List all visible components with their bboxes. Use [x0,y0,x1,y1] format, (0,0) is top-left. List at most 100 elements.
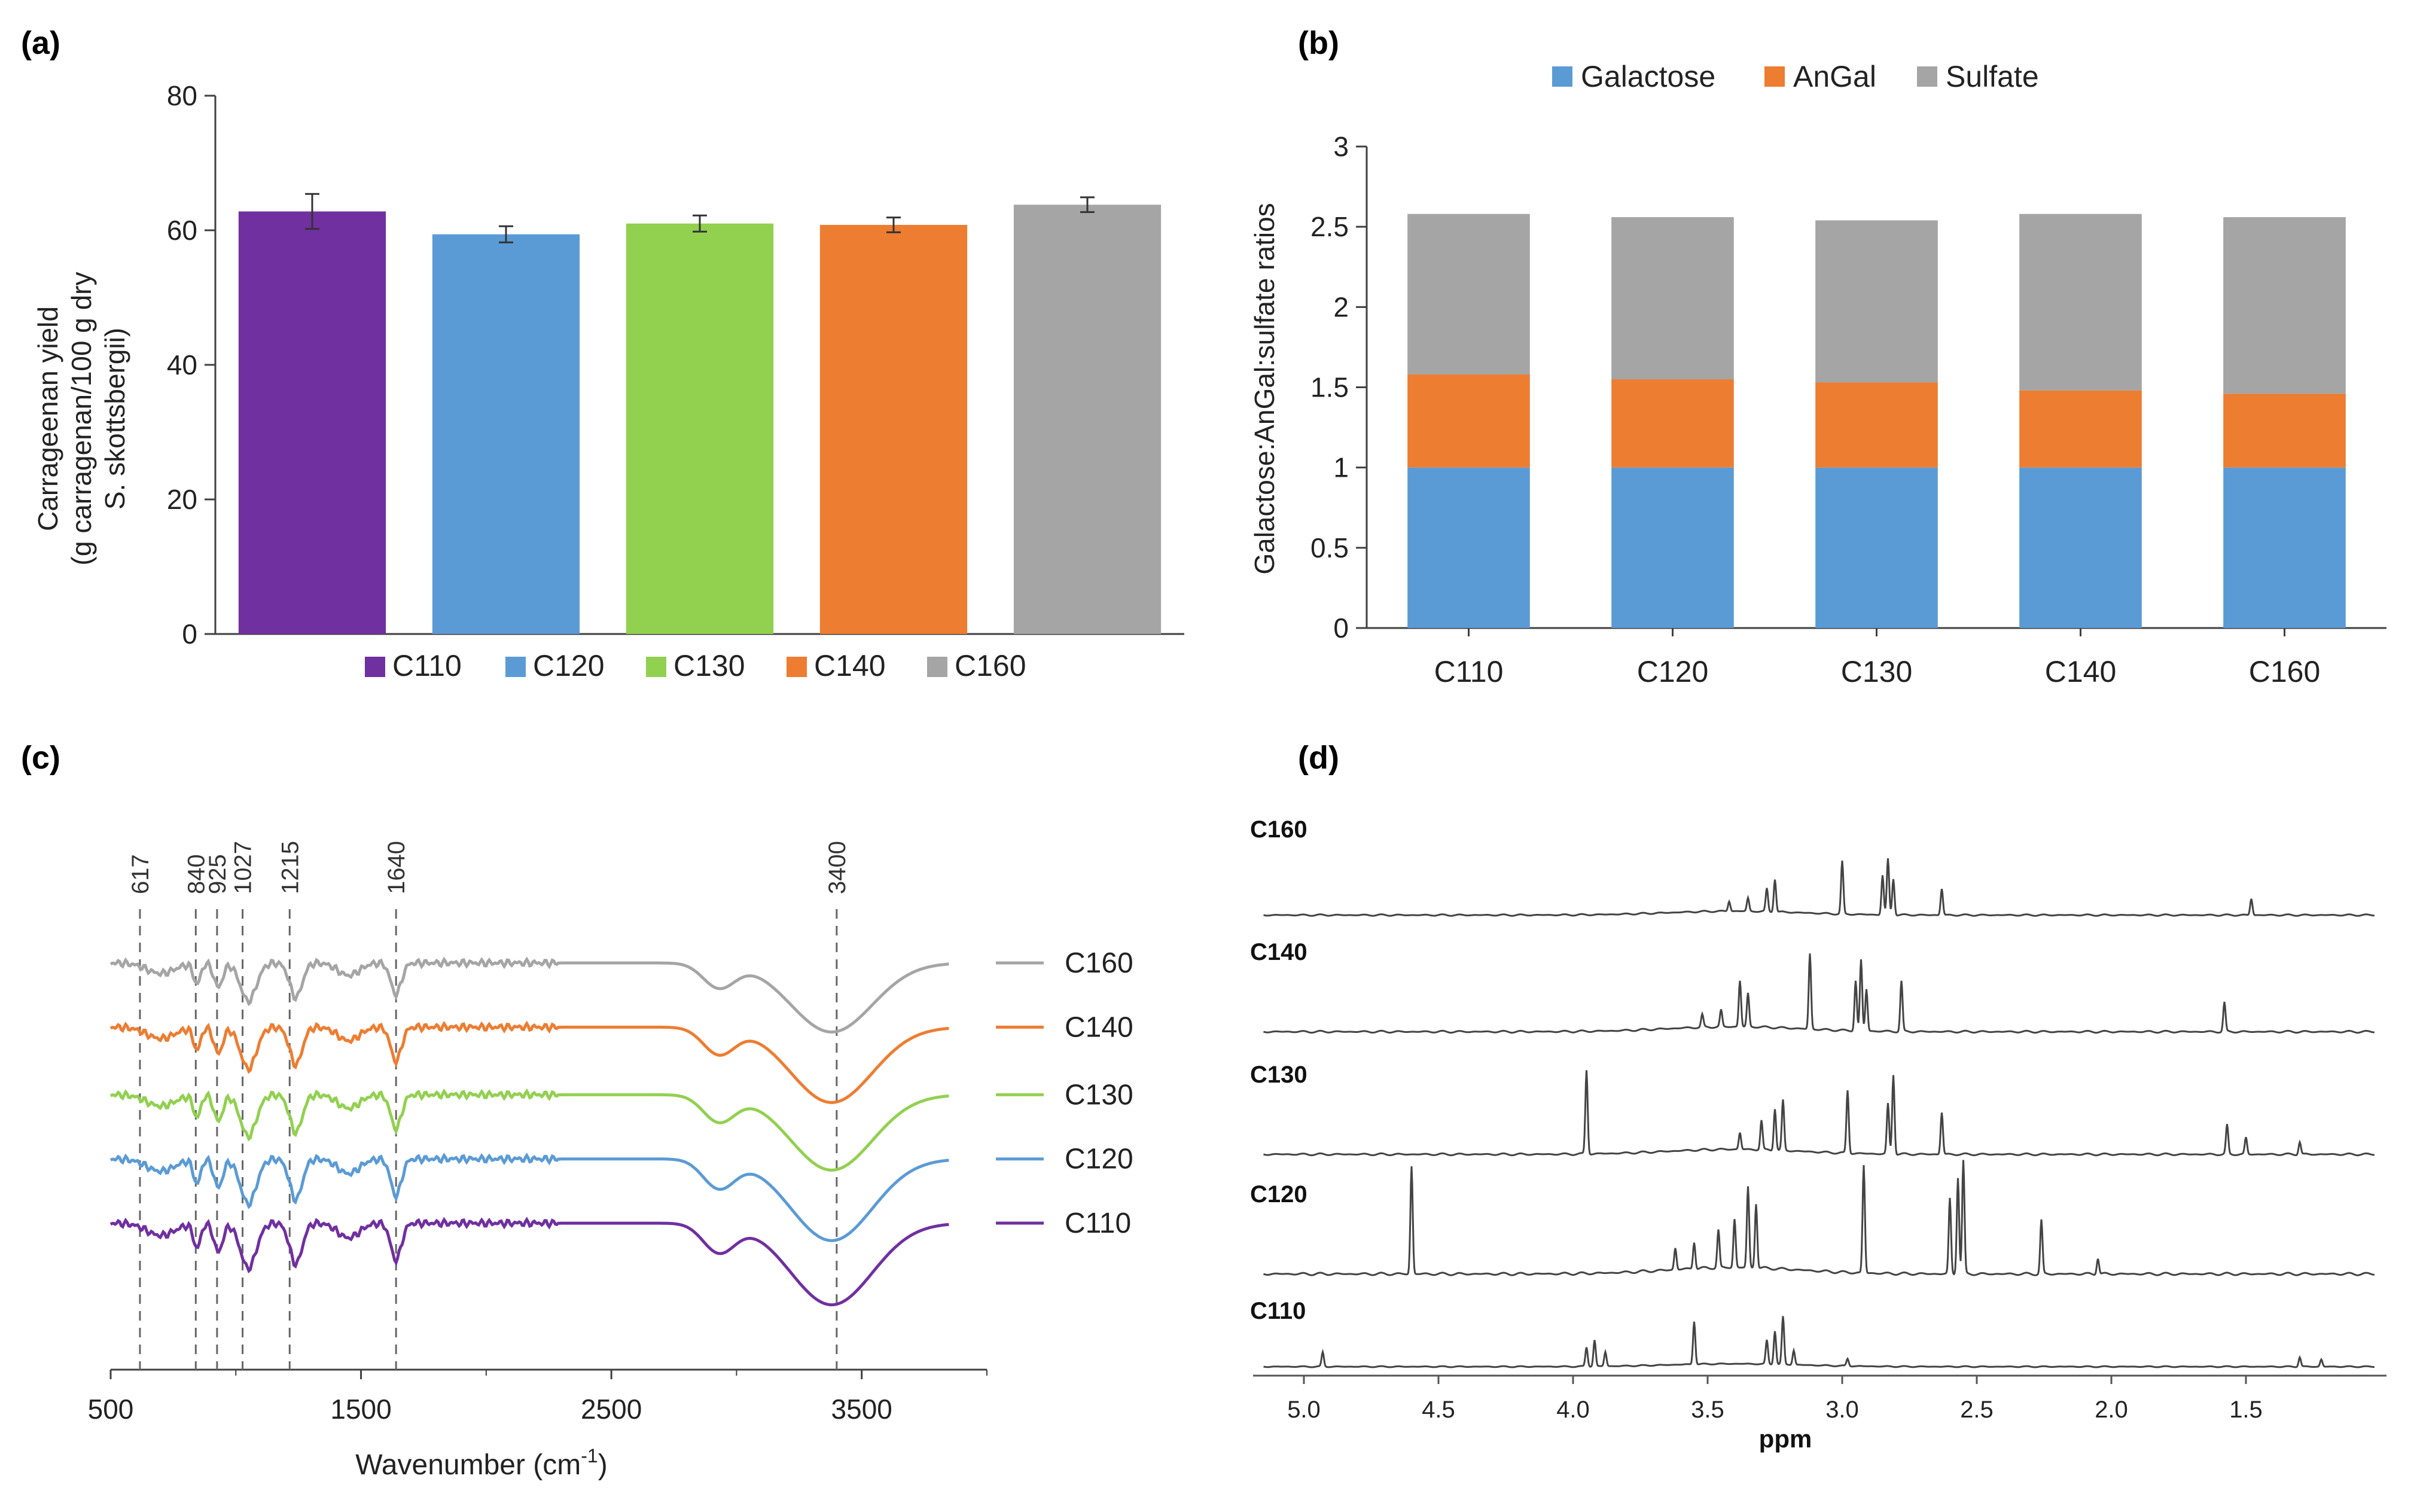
panel-d-x-tick-label: 3.0 [1825,1397,1859,1423]
panel-c-x-tick-label: 1500 [330,1394,391,1425]
panel-b-bar-sulfate-c140 [2019,214,2142,391]
panel-b-y-tick-label: 0.5 [1310,532,1349,563]
panel-b-bar-sulfate-c120 [1611,217,1734,380]
panel-a-legend-swatch-c110 [365,657,385,677]
panel-a-y-tick-label: 0 [182,618,197,650]
panel-b-ylabel: Galactose:AnGal:sulfate ratios [1249,203,1280,574]
panel-b-y-tick-label: 2.5 [1310,211,1349,242]
panel-d-x-tick-label: 4.5 [1422,1397,1455,1423]
panel-c-legend-label: C110 [1065,1208,1131,1239]
panel-c-peak-label: 1027 [230,841,257,894]
panel-b-x-tick-label: C110 [1434,655,1504,688]
panel-a-bar-c160 [1013,205,1162,634]
panel-label-b: (b) [1298,25,1339,61]
panel-c-xlabel: Wavenumber (cm-1) [355,1445,607,1481]
panel-d-trace-c130 [1263,1070,2375,1157]
panel-d-xlabel: ppm [1759,1425,1812,1453]
panel-b-x-tick-label: C130 [1841,655,1913,688]
panel-c-peak-label: 1640 [383,841,410,894]
panel-a-legend-swatch-c160 [927,657,947,677]
panel-d-trace-c160 [1263,858,2375,917]
panel-b-legend-swatch-galactose [1552,66,1572,87]
panel-d-trace-label: C130 [1250,1062,1307,1088]
panel-d-x-tick-label: 2.5 [1960,1397,1994,1423]
panel-label-a: (a) [21,25,60,61]
panel-a-legend-label: C140 [814,649,886,682]
panel-d-x-tick-label: 3.5 [1691,1397,1724,1423]
panel-b-bar-angal-c110 [1407,374,1530,468]
panel-d-x-tick-label: 1.5 [2229,1397,2263,1423]
panel-b-bar-angal-c160 [2223,394,2346,468]
panel-d-trace-c110 [1263,1316,2375,1368]
panel-a-y-tick-label: 40 [167,349,197,380]
panel-c-peak-label: 617 [127,854,154,894]
panel-b-legend-swatch-angal [1764,66,1785,87]
panel-a-y-tick-label: 60 [167,215,197,246]
panel-c-xlabel-main: Wavenumber (cm [355,1449,581,1481]
panel-a-legend-label: C110 [392,649,462,682]
panel-a: 0 20 40 60 80 C110 C120 C130 C140 C160 [167,80,1184,682]
panel-b-bar-angal-c140 [2019,390,2142,468]
panel-d-x-tick-label: 4.0 [1556,1397,1590,1423]
panel-a-legend-label: C160 [955,649,1026,682]
panel-b-x-tick-label: C140 [2045,655,2117,688]
panel-b-bar-angal-c120 [1611,379,1734,468]
panel-b-x-tick-label: C160 [2249,655,2321,688]
panel-c-spectrum-c160 [109,956,949,1034]
panel-c-peak-label: 3400 [824,841,851,894]
panel-b-bar-sulfate-c130 [1815,220,1938,383]
panel-b-bar-galactose-c110 [1407,467,1530,628]
panel-a-bar-c120 [432,234,580,634]
panel-d-trace-c140 [1263,953,2375,1034]
panel-b-bar-sulfate-c110 [1407,214,1530,375]
panel-a-ylabel-line1: Carrageenan yield [32,306,63,531]
panel-c-spectrum-c140 [109,1020,949,1104]
panel-c-x-tick-label: 3500 [831,1394,892,1425]
panel-a-y-tick-label: 80 [167,80,197,111]
panel-a-legend-swatch-c140 [787,657,807,677]
panel-a-legend-label: C130 [673,649,745,682]
panel-c-legend-label: C140 [1065,1011,1133,1043]
panel-c-peak-label: 925 [205,854,231,894]
panel-b-legend-label: Sulfate [1946,60,2039,93]
panel-a-legend-swatch-c120 [505,657,526,677]
panel-b-bar-angal-c130 [1815,382,1938,468]
panel-c-xlabel-sup: -1 [581,1445,598,1467]
panel-b-legend-swatch-sulfate [1917,66,1937,87]
panel-c-x-tick-label: 2500 [581,1394,642,1425]
panel-a-y-tick-label: 20 [167,484,197,515]
panel-d-trace-label: C120 [1250,1181,1307,1208]
panel-a-ylabel-line2: (g carragenan/100 g dry [66,272,97,566]
panel-a-bar-c110 [238,211,386,634]
panel-a-ylabel: Carrageenan yield (g carragenan/100 g dr… [32,272,130,566]
panel-a-bar-c130 [626,223,774,634]
panel-b-x-tick-label: C120 [1637,655,1709,688]
panel-d: 5.0 4.5 4.0 3.5 3.0 2.5 2.0 1.5 C160 C140 C130 C120… [1250,816,2386,1423]
panel-c-peak-label: 840 [183,854,209,894]
panel-b-legend-label: Galactose [1581,60,1715,93]
panel-b: 0 0.5 1 1.5 2 2.5 3 C110 C120 C130 C140 C160 Galacto… [1310,60,2386,688]
panel-d-trace-label: C140 [1250,939,1307,965]
panel-c-spectrum-c130 [109,1088,949,1172]
panel-b-bar-sulfate-c160 [2223,217,2346,394]
panel-b-y-tick-label: 2 [1333,291,1349,322]
panel-c-spectrum-c110 [109,1217,949,1307]
panel-d-x-tick-label: 2.0 [2095,1397,2128,1423]
panel-b-y-tick-label: 0 [1333,612,1349,644]
panel-b-y-tick-label: 1 [1333,452,1349,483]
panel-d-x-tick-label: 5.0 [1287,1397,1321,1423]
panel-c-legend-label: C120 [1065,1144,1133,1175]
panel-a-ylabel-line3: S. skottsbergii) [99,328,130,510]
panel-b-bar-galactose-c130 [1815,467,1938,628]
panel-label-c: (c) [21,740,60,776]
panel-b-legend-label: AnGal [1793,60,1876,93]
panel-d-trace-label: C110 [1250,1298,1306,1324]
panel-c-legend-label: C130 [1065,1079,1133,1111]
panel-b-y-tick-label: 3 [1333,131,1349,162]
panel-a-legend-swatch-c130 [646,657,666,677]
panel-c-legend-label: C160 [1065,947,1133,979]
panel-label-d: (d) [1298,740,1339,776]
panel-d-trace-label: C160 [1250,816,1307,843]
panel-b-bar-galactose-c140 [2019,467,2142,628]
